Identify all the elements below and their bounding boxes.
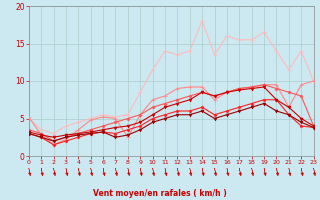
Text: Vent moyen/en rafales ( km/h ): Vent moyen/en rafales ( km/h ) bbox=[93, 189, 227, 198]
